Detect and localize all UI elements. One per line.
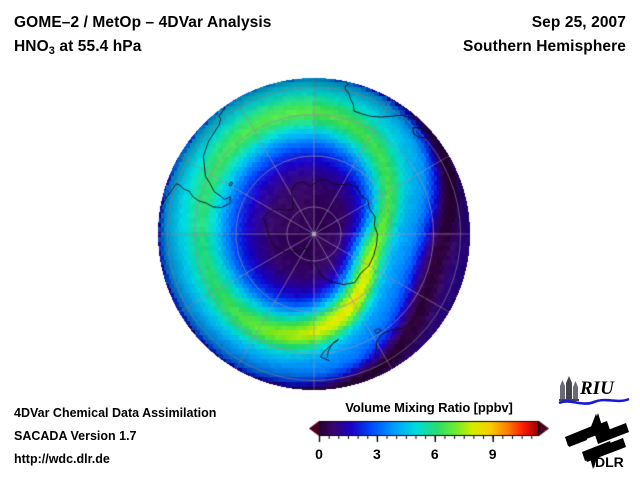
hemisphere-label: Southern Hemisphere <box>463 38 626 55</box>
page-title: GOME–2 / MetOp – 4DVar Analysis <box>14 14 272 31</box>
footer-version-label: SACADA Version 1.7 <box>14 429 137 443</box>
riu-wordmark: RIU <box>579 378 615 399</box>
polar-projection-map <box>150 70 478 398</box>
colorbar-title: Volume Mixing Ratio [ppbv] <box>345 400 513 415</box>
riu-logo: RIU <box>556 374 632 408</box>
footer-credits: 4DVar Chemical Data Assimilation SACADA … <box>14 402 216 471</box>
colorbar-tick-9: 9 <box>488 446 497 462</box>
dlr-wordmark: DLR <box>595 454 624 470</box>
dlr-pinwheel-shape <box>565 413 629 469</box>
date-label: Sep 25, 2007 <box>531 14 626 31</box>
colorbar-tick-6: 6 <box>430 446 439 462</box>
species-name: HNO <box>14 38 49 55</box>
header-right-block: Sep 25, 2007 Southern Hemisphere <box>463 11 626 59</box>
riu-towers-icon <box>559 376 579 401</box>
species-pressure-label: HNO3 at 55.4 hPa <box>14 35 272 60</box>
pressure-level-text: at 55.4 hPa <box>54 38 142 55</box>
colorbar-tick-0: 0 <box>315 446 323 462</box>
colorbar-tick-3: 3 <box>372 446 381 462</box>
species-subscript: 3 <box>48 45 55 57</box>
dlr-logo: DLR <box>562 412 630 470</box>
colorbar-tick-labels: 0 3 6 9 <box>300 446 558 466</box>
colorbar-legend: Volume Mixing Ratio [ppbv] 0 3 6 9 <box>300 400 558 466</box>
colorbar-gradient <box>309 419 549 445</box>
footer-method-label: 4DVar Chemical Data Assimilation <box>14 406 217 420</box>
riu-wave-icon <box>558 397 630 405</box>
footer-url-link[interactable]: http://wdc.dlr.de <box>14 452 110 466</box>
header-left-block: GOME–2 / MetOp – 4DVar Analysis HNO3 at … <box>14 11 272 60</box>
